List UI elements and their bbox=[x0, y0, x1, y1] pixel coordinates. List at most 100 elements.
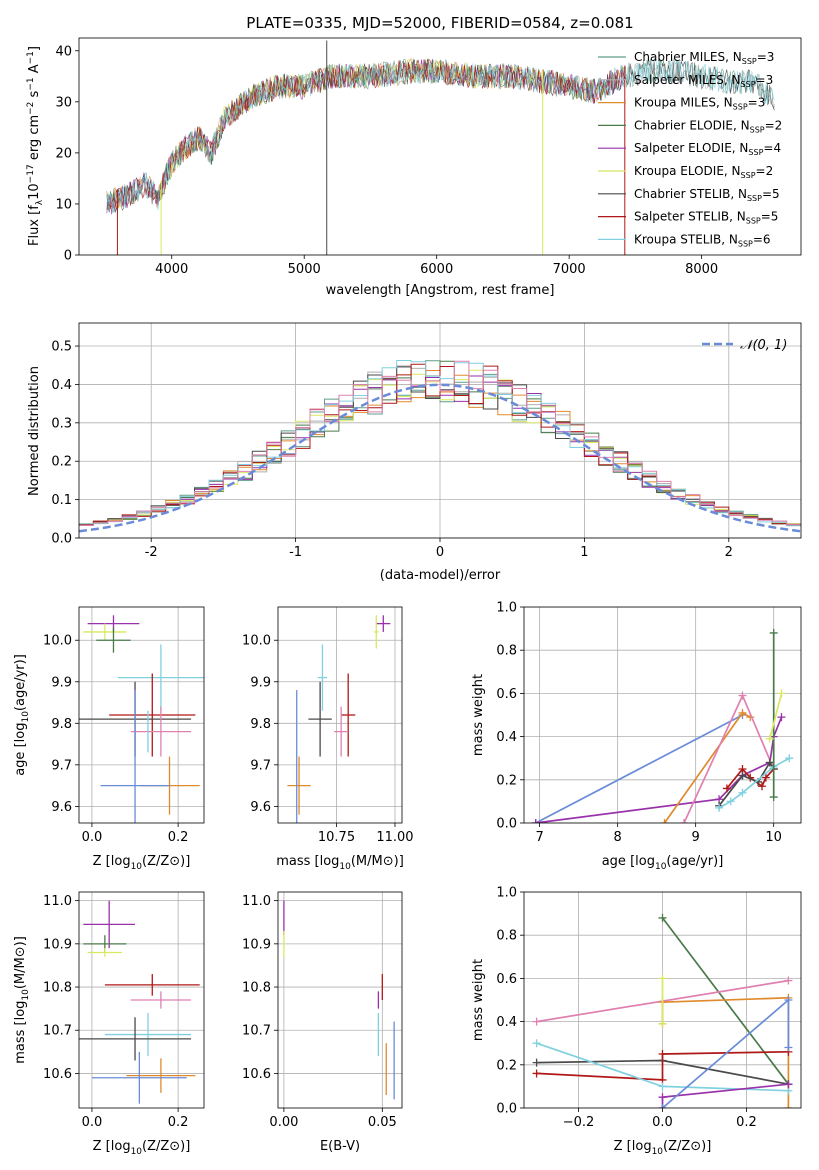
axes-spectrum: 4000 5000 6000 7000 8000 0 10 20 30 40 wavelength … bbox=[26, 37, 802, 298]
y-tick-label: 0.4 bbox=[496, 1015, 517, 1030]
series-marker bbox=[532, 1039, 541, 1048]
gaussian-curve bbox=[79, 383, 801, 533]
axes-frame bbox=[78, 37, 802, 256]
y-tick-label: 9.8 bbox=[250, 717, 271, 732]
y-tick-label: 10.9 bbox=[43, 937, 72, 952]
plot-marks bbox=[278, 892, 402, 1108]
y-axis-label: mass [log10(M/M⊙)] bbox=[13, 936, 31, 1064]
legend-label: Salpeter STELIB, NSSP=5 bbox=[634, 210, 778, 226]
y-axis-label: age [log10(age/yr)] bbox=[13, 654, 31, 776]
y-tick-label: 1.0 bbox=[496, 601, 517, 616]
x-tick-label: 0 bbox=[436, 545, 444, 560]
series-marker bbox=[769, 628, 778, 637]
y-tick-label: 9.7 bbox=[250, 758, 271, 773]
x-tick-label: 0.00 bbox=[269, 1115, 298, 1130]
series-marker bbox=[532, 1069, 541, 1078]
spectrum-line-salp_stelib bbox=[106, 58, 625, 210]
legend-label: Chabrier ELODIE, NSSP=2 bbox=[634, 118, 782, 134]
legend-label: Salpeter MILES, NSSP=3 bbox=[634, 73, 773, 89]
series-marker bbox=[726, 797, 735, 806]
plot-area bbox=[524, 607, 801, 823]
y-tick-label: 10.7 bbox=[242, 1024, 271, 1039]
series-marker bbox=[738, 708, 747, 717]
axes-frame bbox=[78, 606, 205, 824]
y-tick-label: 0.0 bbox=[51, 532, 72, 547]
y-tick-label: 0.6 bbox=[496, 687, 517, 702]
plot-marks bbox=[524, 892, 801, 1108]
plot-marks bbox=[79, 892, 204, 1108]
series-marker bbox=[658, 1104, 667, 1108]
x-tick-label: 5000 bbox=[288, 262, 321, 277]
x-tick-label: 6000 bbox=[420, 262, 453, 277]
series-marker bbox=[784, 1104, 793, 1108]
y-tick-label: 9.6 bbox=[51, 800, 72, 815]
y-tick-label: 0.8 bbox=[496, 929, 517, 944]
y-tick-label: 11.0 bbox=[242, 894, 271, 909]
series-marker bbox=[785, 754, 794, 763]
x-axis-label: (data-model)/error bbox=[380, 568, 501, 583]
y-tick-label: 9.9 bbox=[250, 675, 271, 690]
series-line-krou_elodie bbox=[768, 693, 783, 740]
series-marker bbox=[658, 974, 667, 983]
legend-label: Kroupa STELIB, NSSP=6 bbox=[634, 232, 771, 248]
axes-frame bbox=[78, 891, 205, 1109]
x-tick-label: 2 bbox=[725, 545, 733, 560]
y-tick-label: 10.0 bbox=[43, 634, 72, 649]
y-tick-label: 9.6 bbox=[250, 800, 271, 815]
y-tick-label: 10.8 bbox=[43, 981, 72, 996]
legend-label: Kroupa ELODIE, NSSP=2 bbox=[634, 164, 773, 180]
x-tick-label: -1 bbox=[289, 545, 302, 560]
x-tick-label: 0.0 bbox=[82, 830, 103, 845]
y-tick-label: 9.8 bbox=[51, 717, 72, 732]
y-tick-label: 10.9 bbox=[242, 937, 271, 952]
legend-label: 𝒩(0, 1) bbox=[740, 338, 787, 353]
series-marker bbox=[715, 803, 724, 812]
series-marker bbox=[658, 1082, 667, 1091]
x-tick-label: 11.00 bbox=[376, 830, 413, 845]
series-marker bbox=[738, 771, 747, 780]
legend-label: Chabrier MILES, NSSP=3 bbox=[634, 50, 774, 66]
plot-marks bbox=[524, 607, 801, 823]
y-tick-label: 9.7 bbox=[51, 758, 72, 773]
x-tick-label: 0.2 bbox=[168, 1115, 189, 1130]
series-marker bbox=[761, 773, 770, 782]
y-tick-label: 0.6 bbox=[496, 972, 517, 987]
x-tick-label: 0.05 bbox=[368, 1115, 397, 1130]
y-tick-label: 0 bbox=[64, 249, 72, 264]
y-tick-label: 0.0 bbox=[496, 817, 517, 832]
series-line-chab_elodie bbox=[661, 917, 790, 1085]
y-tick-label: 10.6 bbox=[242, 1067, 271, 1082]
axes-frame bbox=[523, 606, 802, 824]
legend-label: Chabrier STELIB, NSSP=5 bbox=[634, 187, 780, 203]
x-axis-label: E(B-V) bbox=[320, 1139, 360, 1154]
x-tick-label: 8 bbox=[613, 830, 621, 845]
plot-marks bbox=[79, 323, 801, 538]
series-marker bbox=[777, 689, 786, 698]
y-tick-label: 10.7 bbox=[43, 1024, 72, 1039]
y-tick-label: 0.4 bbox=[51, 378, 72, 393]
y-tick-label: 0.2 bbox=[496, 773, 517, 788]
axes-frame bbox=[277, 891, 403, 1109]
x-tick-label: 0.0 bbox=[652, 1115, 673, 1130]
series-marker bbox=[658, 1050, 667, 1058]
y-tick-label: 10.6 bbox=[43, 1067, 72, 1082]
x-tick-label: 0.2 bbox=[736, 1115, 757, 1130]
y-axis-label: Flux [fλ10−17 erg cm−2 s−1 A−1] bbox=[26, 46, 45, 246]
x-tick-label: 10 bbox=[765, 830, 782, 845]
y-tick-label: 0.0 bbox=[496, 1102, 517, 1117]
y-tick-label: 10.8 bbox=[242, 981, 271, 996]
y-tick-label: 0.1 bbox=[51, 493, 72, 508]
series-marker bbox=[531, 819, 540, 823]
y-tick-label: 0.2 bbox=[51, 455, 72, 470]
y-tick-label: 30 bbox=[55, 95, 72, 110]
series-marker bbox=[777, 713, 786, 722]
series-marker bbox=[658, 1093, 667, 1102]
x-tick-label: 4000 bbox=[155, 262, 188, 277]
legend-label: Kroupa MILES, NSSP=3 bbox=[634, 96, 765, 112]
y-tick-label: 20 bbox=[55, 146, 72, 161]
plot-marks bbox=[106, 40, 775, 255]
x-axis-label: age [log10(age/yr)] bbox=[602, 854, 724, 872]
x-tick-label: 9 bbox=[692, 830, 700, 845]
series-marker bbox=[784, 976, 793, 985]
